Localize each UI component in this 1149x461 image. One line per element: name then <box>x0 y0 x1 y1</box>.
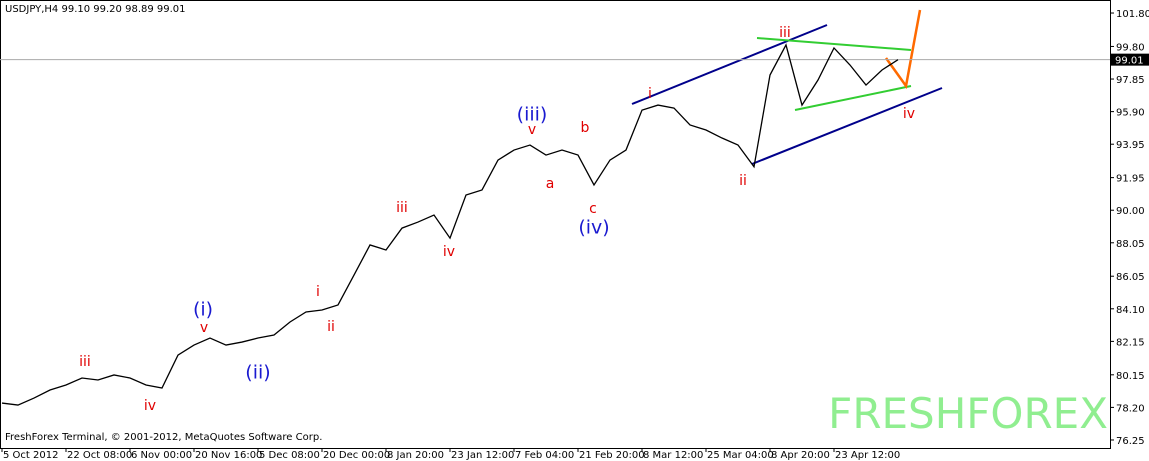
triangle-upper <box>756 37 912 51</box>
x-tick-label: 22 Oct 08:00 <box>67 450 132 461</box>
wave-label: iii <box>779 25 791 41</box>
y-tick-label: 86.05 <box>1116 272 1145 283</box>
y-tick-label: 82.15 <box>1116 337 1145 348</box>
y-tick-label: 88.05 <box>1116 239 1145 250</box>
wave-label: iv <box>443 244 455 260</box>
y-tick-label: 93.95 <box>1116 140 1145 151</box>
wave-label: (i) <box>193 299 213 321</box>
x-tick-label: 8 Apr 20:00 <box>771 450 830 461</box>
y-tick-label: 101.80 <box>1116 9 1149 20</box>
x-tick-label: 20 Dec 00:00 <box>323 450 390 461</box>
x-tick-label: 8 Mar 12:00 <box>643 450 703 461</box>
y-tick-label: 97.85 <box>1116 75 1145 86</box>
wave-label: iii <box>79 354 91 370</box>
wave-label: (ii) <box>245 362 270 384</box>
x-tick-label: 20 Nov 16:00 <box>195 450 262 461</box>
wave-label: (iii) <box>517 104 548 126</box>
y-tick-label: 90.00 <box>1116 206 1145 217</box>
wave-label: ii <box>739 173 747 189</box>
wave-label: c <box>589 201 597 217</box>
x-tick-label: 21 Feb 20:00 <box>579 450 645 461</box>
projection <box>884 9 922 90</box>
wave-label: v <box>528 122 536 138</box>
wave-label: i <box>316 284 320 300</box>
wave-label: iv <box>903 106 915 122</box>
chart-header: USDJPY,H4 99.10 99.20 98.89 99.01 <box>5 4 186 15</box>
x-tick-label: 8 Jan 20:00 <box>387 450 444 461</box>
wave-label: iii <box>396 200 408 216</box>
triangle-lower <box>794 85 912 111</box>
watermark: FRESHFOREX <box>828 389 1108 438</box>
price-line <box>1 43 899 406</box>
x-tick-label: 5 Oct 2012 <box>3 450 58 461</box>
wave-label: i <box>648 86 652 102</box>
y-tick-label: 91.95 <box>1116 174 1145 185</box>
channel-lower <box>751 87 943 165</box>
y-tick-label: 80.15 <box>1116 371 1145 382</box>
footer: FreshForex Terminal, © 2001-2012, MetaQu… <box>5 432 322 443</box>
y-tick-label: 76.25 <box>1116 436 1145 447</box>
x-tick-label: 6 Nov 00:00 <box>131 450 192 461</box>
x-tick-label: 23 Jan 12:00 <box>451 450 514 461</box>
wave-label: v <box>200 320 208 336</box>
wave-label: iv <box>144 398 156 414</box>
y-tick-label: 78.20 <box>1116 403 1145 414</box>
wave-label: (iv) <box>578 217 609 239</box>
x-tick-label: 23 Apr 12:00 <box>835 450 900 461</box>
y-tick-label: 95.90 <box>1116 108 1145 119</box>
last-price-box <box>1111 53 1149 66</box>
wave-label: b <box>581 120 590 136</box>
last-price-label: 99.01 <box>1115 56 1144 67</box>
channel-upper <box>631 24 828 105</box>
plot-frame <box>0 0 1111 449</box>
wave-label: ii <box>327 319 335 335</box>
x-tick-label: 5 Dec 08:00 <box>259 450 320 461</box>
y-tick-label: 99.80 <box>1116 42 1145 53</box>
y-tick-label: 84.10 <box>1116 305 1145 316</box>
x-tick-label: 7 Feb 04:00 <box>515 450 574 461</box>
x-tick-label: 25 Mar 04:00 <box>707 450 774 461</box>
wave-label: a <box>546 176 555 192</box>
